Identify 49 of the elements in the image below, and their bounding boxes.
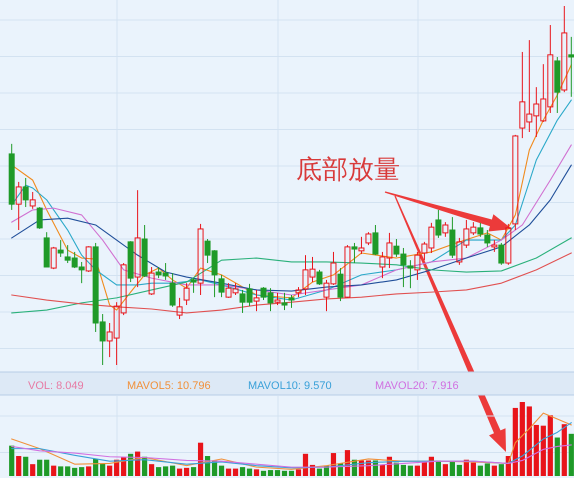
bar	[484, 463, 490, 476]
annotation: 底部放量	[296, 155, 400, 184]
bar	[176, 468, 182, 476]
bar	[240, 467, 246, 476]
bar	[16, 456, 22, 476]
bar	[232, 468, 238, 476]
bar	[100, 463, 106, 476]
bar	[162, 466, 168, 476]
bar	[288, 470, 294, 476]
bar	[86, 466, 92, 476]
bar	[149, 464, 154, 476]
bar	[274, 470, 280, 476]
text: MAVOL10: 9.570	[248, 380, 332, 392]
bar	[316, 468, 322, 476]
bar	[184, 468, 190, 476]
text: VOL: 8.049	[28, 380, 84, 392]
bar	[156, 467, 162, 476]
bar	[296, 469, 302, 476]
bar	[414, 466, 420, 476]
text: MAVOL5: 10.796	[127, 380, 211, 392]
bar	[408, 466, 414, 476]
bar	[23, 456, 28, 476]
bar	[190, 467, 196, 476]
bar	[470, 462, 476, 476]
bar	[107, 466, 112, 476]
bar	[260, 470, 266, 476]
bar	[568, 434, 574, 476]
bar	[554, 438, 560, 476]
bar	[498, 464, 504, 476]
bar	[282, 470, 288, 476]
bar	[268, 470, 274, 476]
bar	[478, 466, 483, 476]
bar	[226, 468, 232, 476]
bar	[450, 461, 455, 476]
bar	[380, 464, 386, 476]
bar	[246, 468, 252, 476]
bar	[218, 466, 224, 476]
bar	[400, 464, 406, 476]
bar	[254, 469, 260, 476]
bar	[492, 466, 497, 476]
bar	[9, 446, 14, 476]
text: MAVOL20: 7.916	[375, 380, 459, 392]
bar	[51, 466, 56, 476]
bar	[442, 464, 448, 476]
bar	[456, 464, 462, 476]
bar	[562, 424, 567, 476]
bar	[422, 462, 428, 476]
bar	[30, 464, 36, 476]
bar	[170, 466, 176, 476]
